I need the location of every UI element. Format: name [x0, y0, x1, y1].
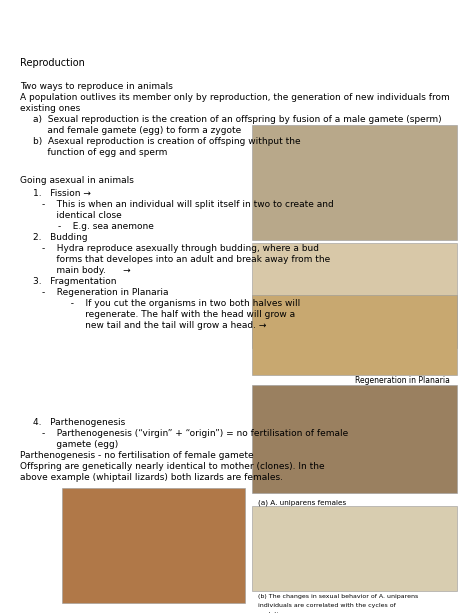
Bar: [252, 385, 457, 493]
Text: main body.      →: main body. →: [42, 266, 131, 275]
Text: Regeneration in Planaria: Regeneration in Planaria: [355, 376, 450, 385]
Text: (a) A. uniparens females: (a) A. uniparens females: [258, 499, 346, 506]
Text: existing ones: existing ones: [20, 104, 80, 113]
Text: -    Regeneration in Planaria: - Regeneration in Planaria: [42, 288, 168, 297]
Text: identical close: identical close: [42, 211, 122, 220]
Text: -    E.g. sea anemone: - E.g. sea anemone: [58, 222, 154, 231]
Text: (b) The changes in sexual behavior of A. uniparens: (b) The changes in sexual behavior of A.…: [258, 594, 418, 599]
Bar: [252, 243, 457, 348]
Text: 2.   Budding: 2. Budding: [33, 233, 88, 242]
Bar: [252, 125, 457, 240]
Text: -    Parthenogenesis (“virgin” + “origin”) = no fertilisation of female: - Parthenogenesis (“virgin” + “origin”) …: [42, 429, 348, 438]
Text: 1.   Fission →: 1. Fission →: [33, 189, 91, 198]
Text: individuals are correlated with the cycles of: individuals are correlated with the cycl…: [258, 603, 396, 608]
Text: -    If you cut the organisms in two both halves will: - If you cut the organisms in two both h…: [42, 299, 300, 308]
Text: A population outlives its member only by reproduction, the generation of new ind: A population outlives its member only by…: [20, 93, 450, 102]
Text: gamete (egg): gamete (egg): [42, 440, 118, 449]
Text: and female gamete (egg) to form a zygote: and female gamete (egg) to form a zygote: [33, 126, 241, 135]
Bar: [252, 295, 457, 375]
Text: a)  Sexual reproduction is the creation of an offspring by fusion of a male game: a) Sexual reproduction is the creation o…: [33, 115, 442, 124]
Text: 3.   Fragmentation: 3. Fragmentation: [33, 277, 117, 286]
Bar: [252, 506, 457, 591]
Text: forms that developes into an adult and break away from the: forms that developes into an adult and b…: [42, 255, 330, 264]
Text: ovulation.: ovulation.: [258, 612, 289, 613]
Text: Going asexual in animals: Going asexual in animals: [20, 176, 134, 185]
Text: Parthenogenesis - no fertilisation of female gamete: Parthenogenesis - no fertilisation of fe…: [20, 451, 254, 460]
Text: regenerate. The half with the head will grow a: regenerate. The half with the head will …: [42, 310, 295, 319]
Text: new tail and the tail will grow a head. →: new tail and the tail will grow a head. …: [42, 321, 266, 330]
Text: b)  Asexual reproduction is creation of offsping withput the: b) Asexual reproduction is creation of o…: [33, 137, 301, 146]
Text: Offspring are genetically nearly identical to mother (clones). In the: Offspring are genetically nearly identic…: [20, 462, 325, 471]
Text: -    Hydra reproduce asexually through budding, where a bud: - Hydra reproduce asexually through budd…: [42, 244, 319, 253]
Text: Reproduction: Reproduction: [20, 58, 85, 68]
Text: above example (whiptail lizards) both lizards are females.: above example (whiptail lizards) both li…: [20, 473, 283, 482]
Text: 4.   Parthenogenesis: 4. Parthenogenesis: [33, 418, 125, 427]
Bar: [62, 488, 245, 603]
Text: function of egg and sperm: function of egg and sperm: [33, 148, 167, 157]
Text: -    This is when an individual will split itself in two to create and: - This is when an individual will split …: [42, 200, 334, 209]
Text: Two ways to reproduce in animals: Two ways to reproduce in animals: [20, 82, 173, 91]
